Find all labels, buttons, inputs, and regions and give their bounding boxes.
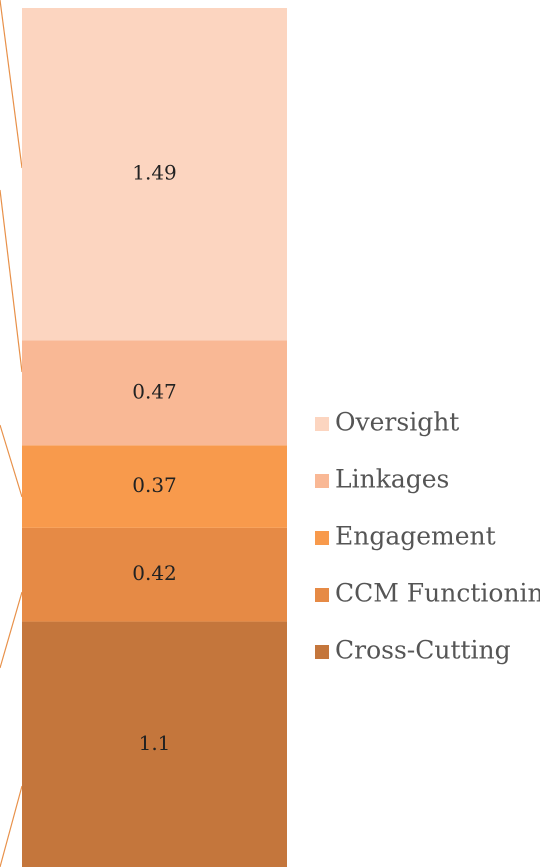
- connector: [0, 785, 23, 867]
- data-label: 0.47: [132, 379, 177, 403]
- legend-label: Cross-Cutting: [335, 636, 511, 665]
- legend-label: Engagement: [335, 522, 496, 551]
- legend-swatch: [315, 645, 329, 659]
- data-label: 1.1: [139, 731, 171, 755]
- data-label: 1.49: [132, 161, 177, 185]
- bar-segment: [22, 8, 287, 341]
- connector: [0, 424, 23, 498]
- connector: [0, 189, 23, 373]
- bar-segment: [22, 527, 287, 622]
- legend-label: CCM Functioning: [335, 579, 540, 608]
- bar-segment: [22, 445, 287, 528]
- bar-segment: [22, 340, 287, 446]
- data-label: 0.42: [132, 561, 177, 585]
- bar-segment: [22, 621, 287, 867]
- legend-swatch: [315, 474, 329, 488]
- connector-lines: [0, 0, 23, 867]
- connector: [0, 591, 23, 669]
- legend-swatch: [315, 417, 329, 431]
- legend-label: Oversight: [335, 408, 459, 437]
- connector: [0, 0, 23, 169]
- legend-swatch: [315, 588, 329, 602]
- legend-swatch: [315, 531, 329, 545]
- legend-label: Linkages: [335, 465, 449, 494]
- data-label: 0.37: [132, 473, 177, 497]
